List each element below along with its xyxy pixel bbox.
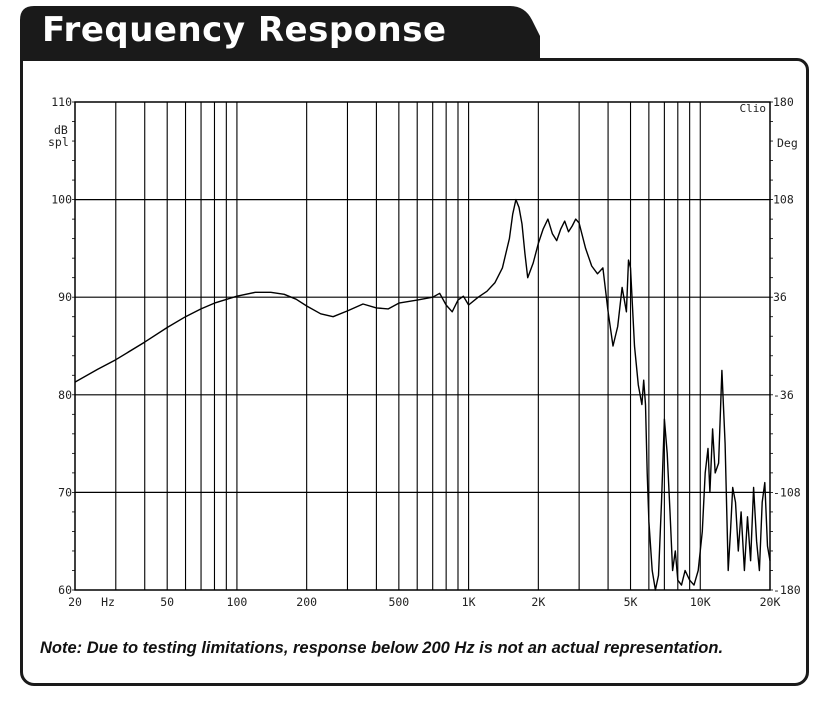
y-tick-label: 80 bbox=[58, 388, 72, 402]
brand-label: Clio bbox=[740, 102, 767, 115]
y-tick-label: 100 bbox=[51, 193, 72, 207]
x-tick-label: 100 bbox=[227, 595, 248, 609]
y-tick-label: 60 bbox=[58, 583, 72, 597]
y-unit-label: dB bbox=[54, 123, 68, 137]
series-line-spl bbox=[74, 198, 771, 591]
title-tab bbox=[20, 6, 540, 61]
x-tick-label: 20 bbox=[68, 595, 82, 609]
y2-tick-label: -36 bbox=[773, 388, 794, 402]
x-tick-label: 500 bbox=[388, 595, 409, 609]
x-unit-label: Hz bbox=[101, 595, 115, 609]
x-tick-label: 20K bbox=[760, 595, 781, 609]
x-tick-label: 2K bbox=[531, 595, 545, 609]
plot-border bbox=[74, 101, 771, 591]
y2-tick-label: 36 bbox=[773, 290, 787, 304]
chart-grid bbox=[72, 101, 773, 591]
x-tick-label: 200 bbox=[296, 595, 317, 609]
y-tick-label: 70 bbox=[58, 485, 72, 499]
x-tick-label: 10K bbox=[690, 595, 711, 609]
y-unit-label: spl bbox=[48, 135, 69, 149]
y2-tick-label: -180 bbox=[773, 583, 801, 597]
x-tick-label: 1K bbox=[462, 595, 476, 609]
x-tick-label: 50 bbox=[160, 595, 174, 609]
page-title: Frequency Response bbox=[42, 10, 447, 50]
y2-tick-label: 180 bbox=[773, 95, 794, 109]
y-tick-label: 90 bbox=[58, 290, 72, 304]
axis-labels: 110 100 90 80 70 60 180 108 36 -36 -108 -180 20 50 100… bbox=[48, 95, 801, 609]
y2-tick-label: 108 bbox=[773, 193, 794, 207]
y2-unit-label: Deg bbox=[777, 136, 798, 150]
y2-tick-label: -108 bbox=[773, 485, 801, 499]
footnote: Note: Due to testing limitations, respon… bbox=[40, 639, 724, 657]
y-tick-label: 110 bbox=[51, 95, 72, 109]
x-tick-label: 5K bbox=[624, 595, 638, 609]
